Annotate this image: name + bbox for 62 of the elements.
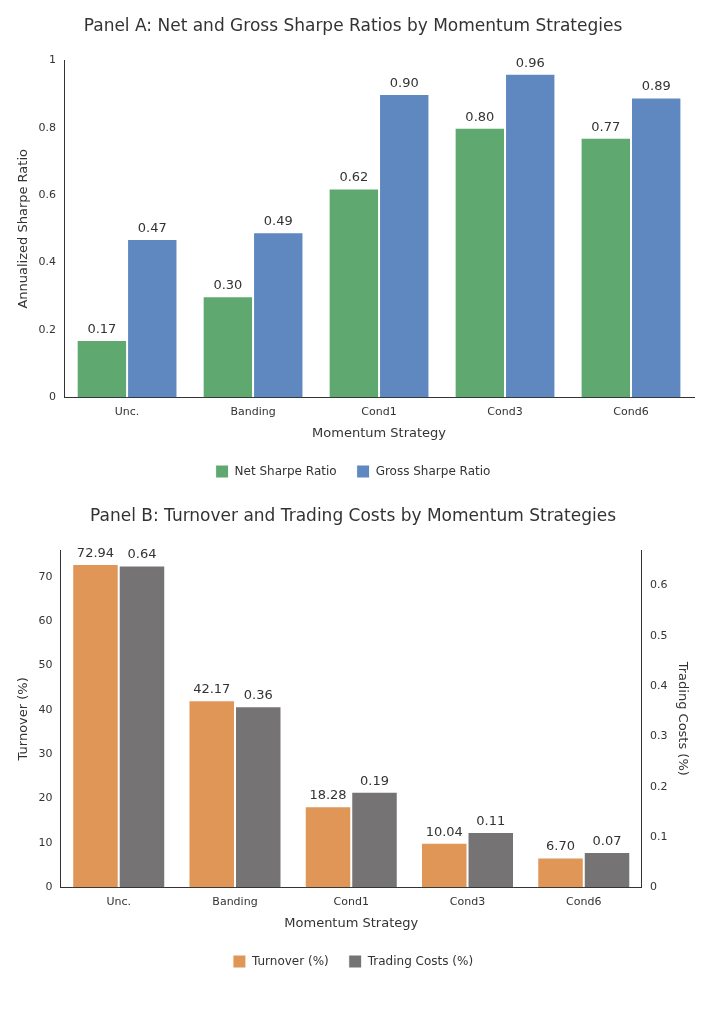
data-label: 18.28 <box>309 787 347 803</box>
y-tick-label: 1 <box>49 53 57 67</box>
data-label: 0.89 <box>641 78 671 94</box>
y2-tick-label: 0.2 <box>649 779 668 793</box>
y-tick-label: 0.2 <box>38 322 57 336</box>
y-tick-label: 30 <box>38 747 53 761</box>
y-tick-label: 20 <box>38 791 53 805</box>
y-tick-label: 0.6 <box>38 187 57 201</box>
y2-axis-title: Trading Costs (%) <box>675 660 691 776</box>
y2-tick-label: 0.3 <box>649 729 668 743</box>
y-tick-label: 0.4 <box>38 255 57 269</box>
y-tick-label: 0 <box>49 390 57 404</box>
y-tick-label: 10 <box>38 835 53 849</box>
data-label: 0.19 <box>360 772 389 788</box>
data-label: 0.11 <box>476 812 506 828</box>
data-label: 0.17 <box>87 320 117 336</box>
chart-title: Panel B: Turnover and Trading Costs by Momentum Strategies <box>90 504 617 525</box>
data-label: 10.04 <box>425 823 463 839</box>
x-axis-title: Momentum Strategy <box>284 914 419 930</box>
x-tick-label: Cond1 <box>361 404 397 418</box>
data-label: 0.49 <box>263 213 293 229</box>
y2-tick-label: 0 <box>649 880 657 894</box>
y-tick-label: 40 <box>38 702 53 716</box>
y-tick-label: 0 <box>45 880 53 894</box>
y2-tick-label: 0.4 <box>649 678 668 692</box>
legend-label: Net Sharpe Ratio <box>234 463 337 478</box>
legend-label: Trading Costs (%) <box>366 953 474 968</box>
x-tick-label: Cond3 <box>449 894 486 908</box>
x-tick-label: Unc. <box>106 894 132 908</box>
y-axis-title: Turnover (%) <box>15 677 31 762</box>
data-label: 0.90 <box>389 74 419 90</box>
x-tick-label: Cond1 <box>333 894 369 908</box>
y-tick-label: 0.8 <box>38 120 57 134</box>
data-label: 0.62 <box>339 169 369 185</box>
data-label: 0.96 <box>515 54 545 70</box>
x-tick-label: Cond6 <box>566 894 602 908</box>
x-axis-title: Momentum Strategy <box>312 424 447 440</box>
data-label: 0.47 <box>137 219 167 235</box>
y-axis-title: Annualized Sharpe Ratio <box>15 148 31 309</box>
x-tick-label: Banding <box>230 404 276 418</box>
data-label: 0.80 <box>465 108 495 124</box>
data-label: 0.77 <box>591 118 621 134</box>
data-label: 42.17 <box>193 681 231 697</box>
data-label: 72.94 <box>76 544 115 560</box>
data-label: 0.30 <box>213 277 243 293</box>
x-tick-label: Banding <box>212 894 258 908</box>
chart-title: Panel A: Net and Gross Sharpe Ratios by Momentum Strategies <box>83 14 623 35</box>
y-tick-label: 50 <box>38 658 53 672</box>
y2-tick-label: 0.5 <box>649 628 668 642</box>
x-tick-label: Unc. <box>114 404 140 418</box>
data-label: 0.36 <box>243 687 273 703</box>
legend-label: Gross Sharpe Ratio <box>375 463 491 478</box>
legend-label: Turnover (%) <box>250 953 329 968</box>
y-tick-label: 70 <box>38 569 53 583</box>
data-label: 0.64 <box>127 546 157 562</box>
y2-tick-label: 0.1 <box>649 829 668 843</box>
y-tick-label: 60 <box>38 614 53 628</box>
y2-tick-label: 0.6 <box>649 578 668 592</box>
x-tick-label: Cond3 <box>487 404 523 418</box>
data-label: 6.70 <box>546 838 575 854</box>
data-label: 0.07 <box>592 832 622 848</box>
x-tick-label: Cond6 <box>613 404 649 418</box>
